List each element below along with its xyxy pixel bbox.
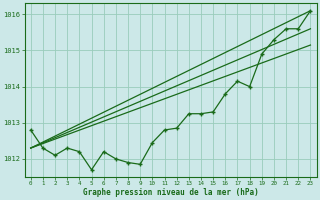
X-axis label: Graphe pression niveau de la mer (hPa): Graphe pression niveau de la mer (hPa) — [83, 188, 259, 197]
